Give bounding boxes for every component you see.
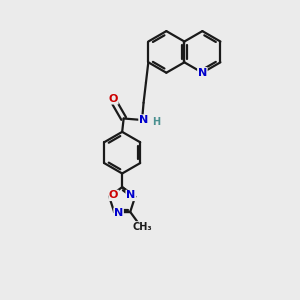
Text: O: O xyxy=(109,190,118,200)
Text: CH₃: CH₃ xyxy=(133,222,153,232)
Text: N: N xyxy=(126,190,135,200)
Text: O: O xyxy=(109,94,118,104)
Text: N: N xyxy=(139,115,148,125)
Text: N: N xyxy=(114,208,123,218)
Text: H: H xyxy=(152,117,160,128)
Text: N: N xyxy=(198,68,207,78)
